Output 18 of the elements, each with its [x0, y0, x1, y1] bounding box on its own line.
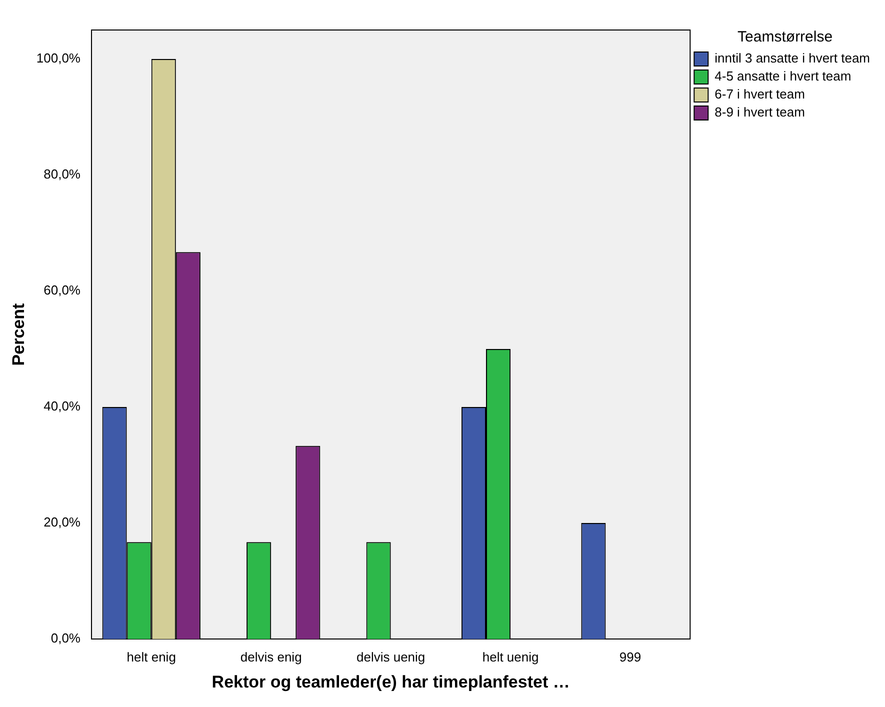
legend-label: 4-5 ansatte i hvert team	[714, 68, 852, 84]
x-tick-label: helt uenig	[482, 649, 539, 664]
y-tick-label: 100,0%	[36, 50, 81, 66]
y-tick-label: 60,0%	[44, 282, 81, 298]
x-tick-label: delvis enig	[240, 649, 302, 664]
legend-label: inntil 3 ansatte i hvert team	[714, 50, 870, 66]
x-tick-label: helt enig	[126, 649, 176, 664]
x-tick-label: delvis uenig	[356, 649, 426, 664]
y-tick-label: 40,0%	[44, 398, 81, 414]
x-axis-title: Rektor og teamleder(e) har timeplanfestet …	[212, 672, 570, 692]
x-tick-label: 999	[619, 649, 642, 664]
legend-label: 8-9 i hvert team	[714, 104, 805, 120]
y-axis-title: Percent	[8, 302, 28, 366]
y-tick-label: 20,0%	[44, 514, 81, 530]
legend-label: 6-7 i hvert team	[714, 86, 805, 102]
y-tick-label: 80,0%	[44, 166, 81, 182]
legend-title: Teamstørrelse	[738, 28, 833, 46]
y-tick-label: 0,0%	[50, 630, 81, 646]
